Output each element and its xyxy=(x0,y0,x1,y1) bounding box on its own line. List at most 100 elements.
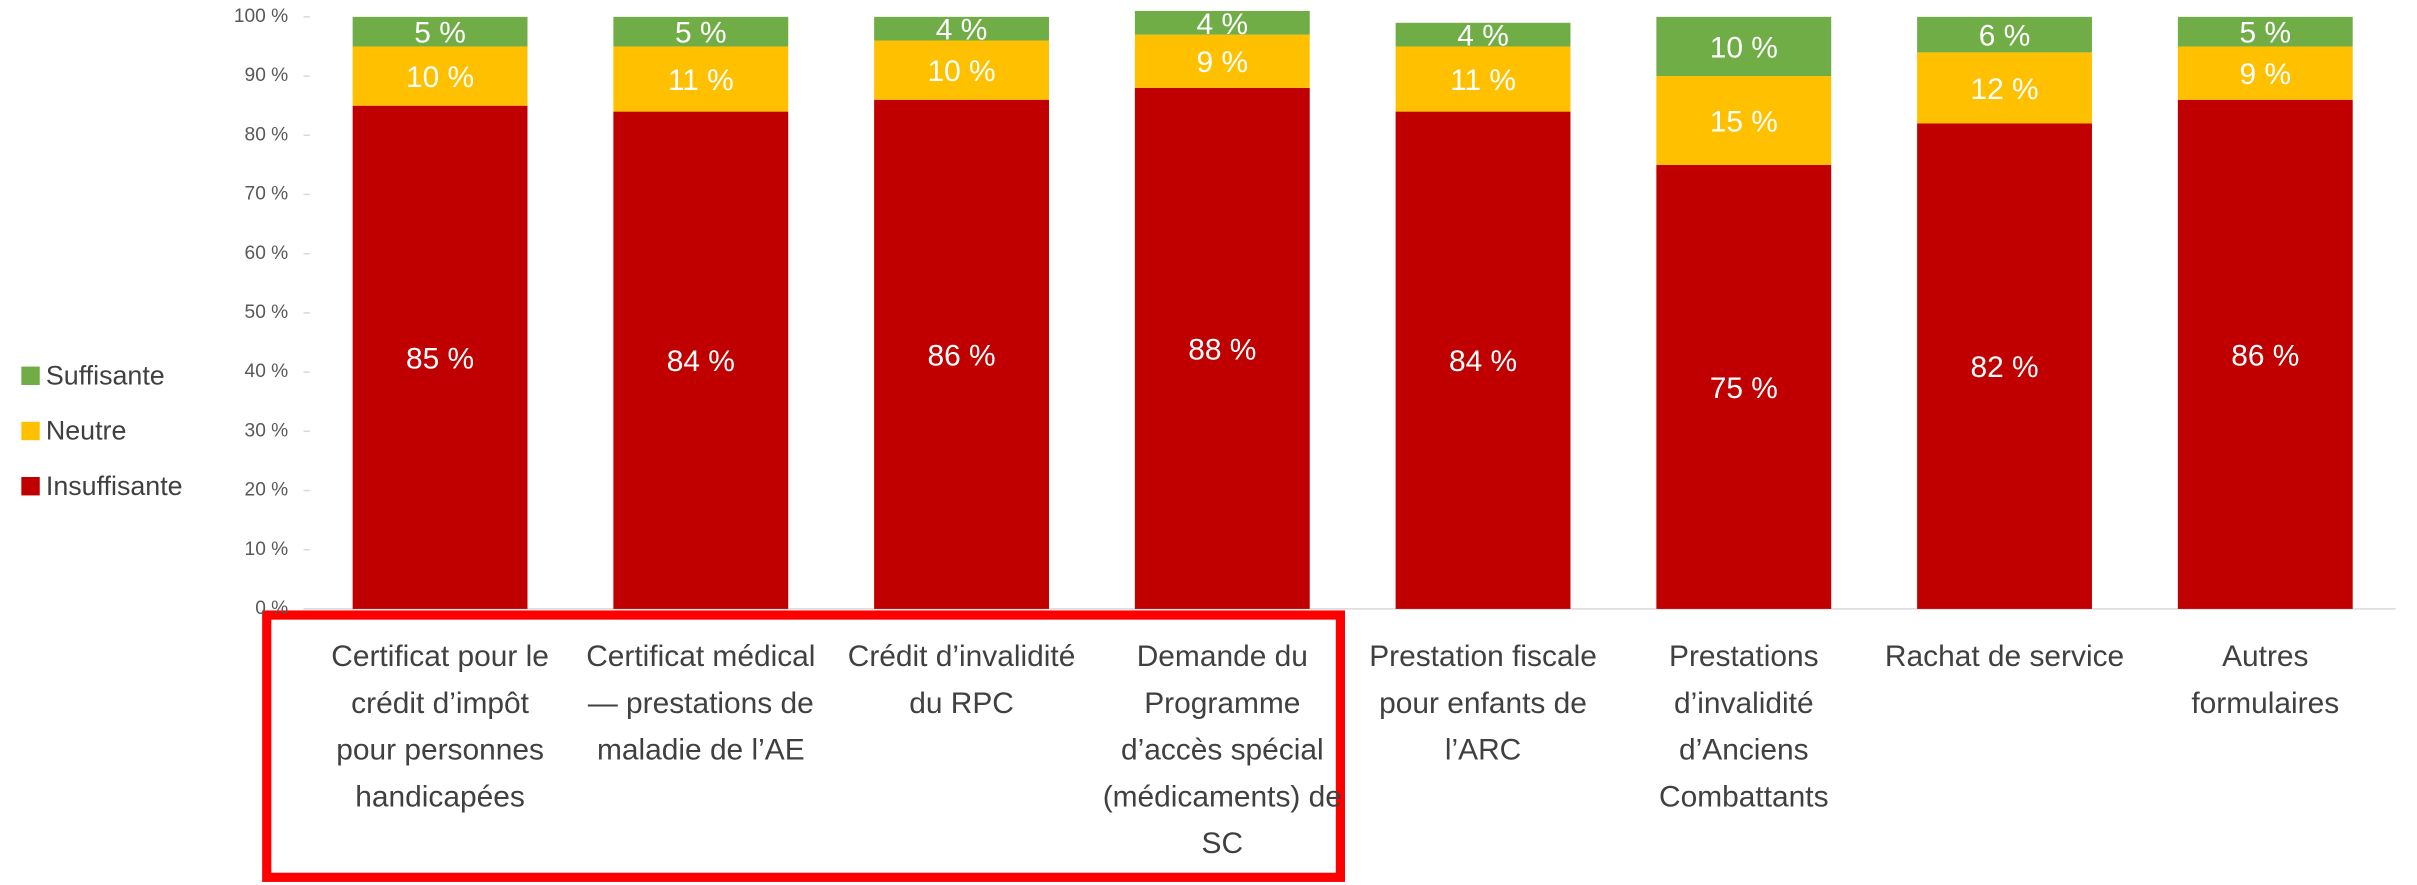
value-label: 5 % xyxy=(2240,17,2292,50)
value-label: 10 % xyxy=(1710,31,1778,64)
bar-segment xyxy=(1917,16,2092,53)
value-label: 4 % xyxy=(1457,20,1509,53)
value-label: 82 % xyxy=(1970,351,2038,384)
value-label: 5 % xyxy=(414,17,466,50)
x-tick-label: Certificat médical — prestations de maladi… xyxy=(586,640,815,767)
value-label: 9 % xyxy=(1197,46,1249,79)
value-label: 86 % xyxy=(2231,339,2299,372)
legend-swatch xyxy=(21,477,40,496)
y-tick-label: 20 % xyxy=(245,480,289,501)
x-tick-line: crédit d’impôt xyxy=(351,687,529,720)
bar-segment xyxy=(1395,46,1571,112)
legend-label: Suffisante xyxy=(46,360,165,390)
x-tick-label: Prestation fiscale pour enfants de l’ARC xyxy=(1369,640,1597,767)
value-label: 10 % xyxy=(927,55,995,88)
x-tick-line: Programme xyxy=(1144,687,1300,720)
x-tick-line: — prestations de xyxy=(588,687,814,720)
x-tick-line: Prestation fiscale xyxy=(1369,640,1597,673)
y-tick-label: 100 % xyxy=(234,6,288,27)
value-label: 84 % xyxy=(667,345,735,378)
x-tick-line: handicapées xyxy=(355,780,525,813)
value-label: 84 % xyxy=(1449,345,1517,378)
x-tick-line: du RPC xyxy=(909,687,1014,720)
bar-segment xyxy=(874,40,1049,100)
bar-segment xyxy=(1656,164,1832,609)
bar-segment xyxy=(613,46,789,112)
x-tick-line: l’ARC xyxy=(1445,733,1521,766)
x-tick-line: Certificat médical xyxy=(586,640,815,673)
y-tick-label: 0 % xyxy=(255,598,288,619)
bar-segment xyxy=(1395,111,1571,609)
y-tick-label: 80 % xyxy=(245,124,289,145)
bar-segment xyxy=(352,105,528,609)
x-tick-line: Autres xyxy=(2222,640,2308,673)
x-tick-line: Certificat pour le xyxy=(331,640,549,673)
x-tick-line: pour enfants de xyxy=(1379,687,1587,720)
bar-segment xyxy=(1395,22,1571,47)
value-label: 88 % xyxy=(1188,333,1256,366)
y-tick-label: 90 % xyxy=(245,65,289,86)
y-tick-label: 10 % xyxy=(245,539,289,560)
value-label: 11 % xyxy=(1450,64,1516,97)
x-tick-line: d’invalidité xyxy=(1674,687,1814,720)
x-tick-line: pour personnes xyxy=(336,733,544,766)
bar-segment xyxy=(1134,34,1310,88)
bar-segment xyxy=(1134,10,1310,35)
x-tick-label: Demande du Programme d’accès spécial (médic… xyxy=(1103,640,1342,860)
bar-segment xyxy=(613,16,789,47)
y-tick-label: 60 % xyxy=(245,243,289,264)
bar-segment xyxy=(1917,123,2092,609)
x-tick-line: Crédit d’invalidité xyxy=(848,640,1076,673)
bar-segment xyxy=(352,16,528,47)
value-label: 12 % xyxy=(1970,73,2038,106)
value-label: 5 % xyxy=(675,17,727,50)
highlight-box xyxy=(262,610,1346,882)
bar-segment xyxy=(1917,52,2092,124)
x-tick-line: d’Anciens xyxy=(1679,733,1809,766)
value-label: 85 % xyxy=(406,342,474,375)
bar-segment xyxy=(2177,46,2353,100)
bar-segment xyxy=(1656,16,1832,77)
x-tick-line: d’accès spécial xyxy=(1121,733,1324,766)
y-tick-label: 40 % xyxy=(245,361,289,382)
legend-swatch xyxy=(21,366,40,385)
legend-label: Insuffisante xyxy=(46,471,183,501)
x-tick-label: Prestations d’invalidité d’Anciens Combatta… xyxy=(1659,640,1828,813)
x-tick-line: maladie de l’AE xyxy=(597,733,805,766)
x-tick-label: Rachat de service xyxy=(1885,640,2124,673)
value-label: 10 % xyxy=(406,61,474,94)
y-tick-label: 30 % xyxy=(245,420,289,441)
value-label: 6 % xyxy=(1979,20,2031,53)
value-label: 86 % xyxy=(927,339,995,372)
x-tick-line: SC xyxy=(1202,827,1244,860)
x-tick-line: Demande du xyxy=(1137,640,1308,673)
value-label: 4 % xyxy=(936,14,988,47)
value-label: 9 % xyxy=(2240,58,2292,91)
bar-segment xyxy=(1134,87,1310,609)
x-tick-line: formulaires xyxy=(2191,687,2339,720)
bar-segment xyxy=(874,16,1049,41)
x-tick-line: Rachat de service xyxy=(1885,640,2124,673)
legend-swatch xyxy=(21,421,40,441)
x-tick-line: Prestations xyxy=(1669,640,1819,673)
x-tick-line: (médicaments) de xyxy=(1103,780,1342,813)
x-tick-line: Combattants xyxy=(1659,780,1828,813)
bar-segment xyxy=(1656,76,1832,165)
bar-segment xyxy=(874,99,1049,609)
x-tick-label: Certificat pour le crédit d’impôt pour per… xyxy=(331,640,549,813)
x-tick-label: Autres formulaires xyxy=(2191,640,2339,720)
value-label: 4 % xyxy=(1197,8,1249,41)
bar-segment xyxy=(2177,16,2353,47)
value-label: 15 % xyxy=(1710,105,1778,138)
y-tick-label: 50 % xyxy=(245,302,289,323)
bar-segment xyxy=(613,111,789,609)
bar-segment xyxy=(2177,99,2353,609)
legend-label: Neutre xyxy=(46,416,127,446)
bar-segment xyxy=(352,46,528,106)
value-label: 11 % xyxy=(668,64,734,97)
y-tick-label: 70 % xyxy=(245,184,289,205)
value-label: 75 % xyxy=(1710,372,1778,405)
x-tick-label: Crédit d’invalidité du RPC xyxy=(848,640,1076,720)
